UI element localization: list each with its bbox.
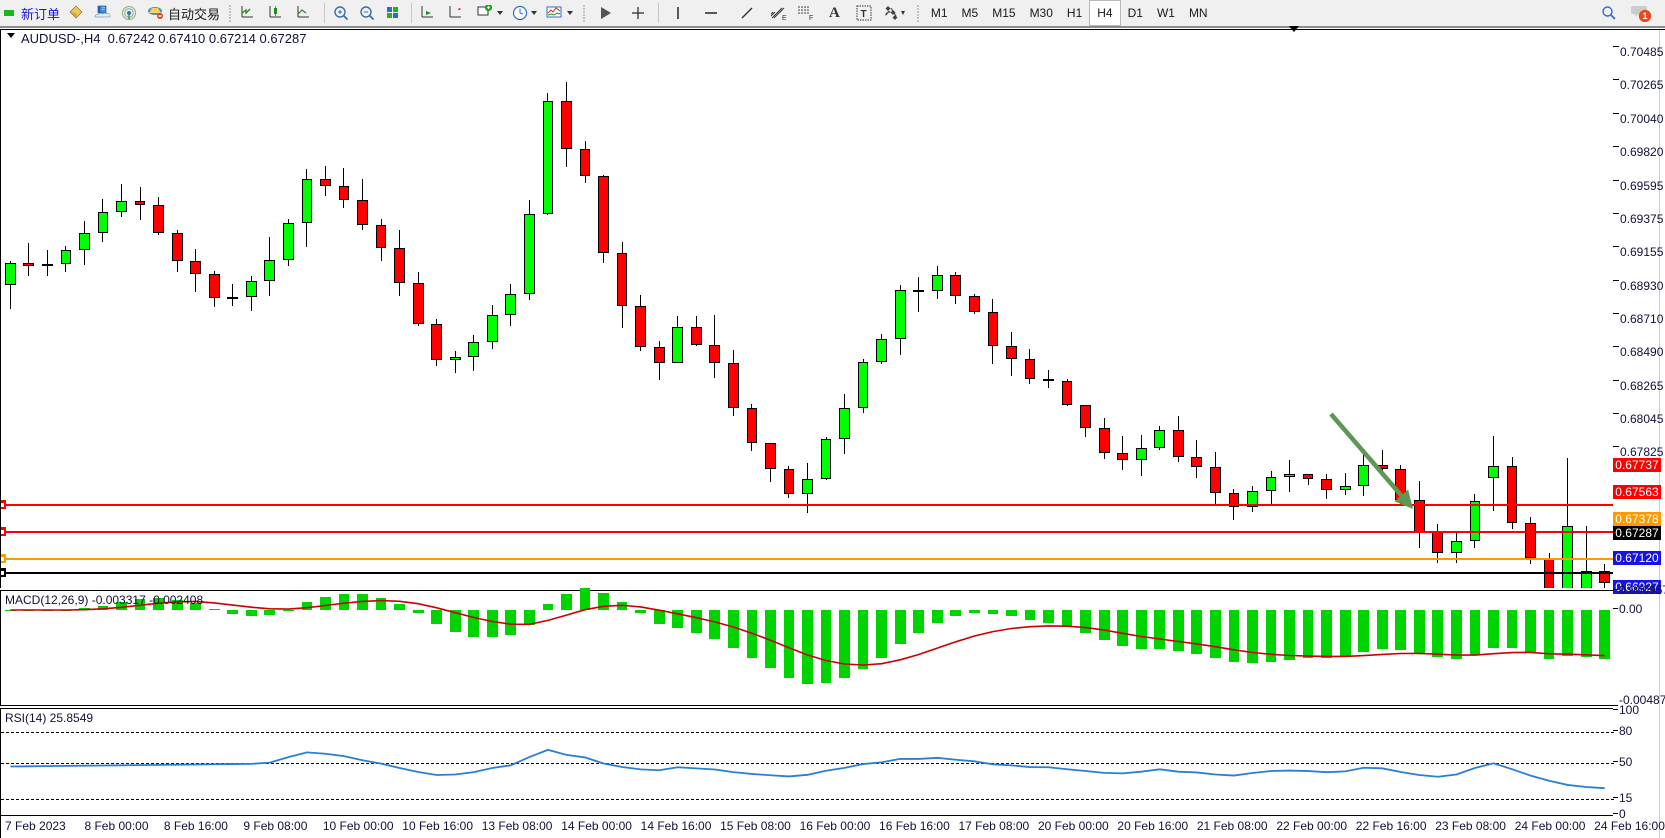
svg-text:T: T <box>860 9 866 20</box>
svg-text:E: E <box>782 15 787 21</box>
svg-text:F: F <box>809 15 813 21</box>
svg-text:1: 1 <box>1642 11 1647 21</box>
